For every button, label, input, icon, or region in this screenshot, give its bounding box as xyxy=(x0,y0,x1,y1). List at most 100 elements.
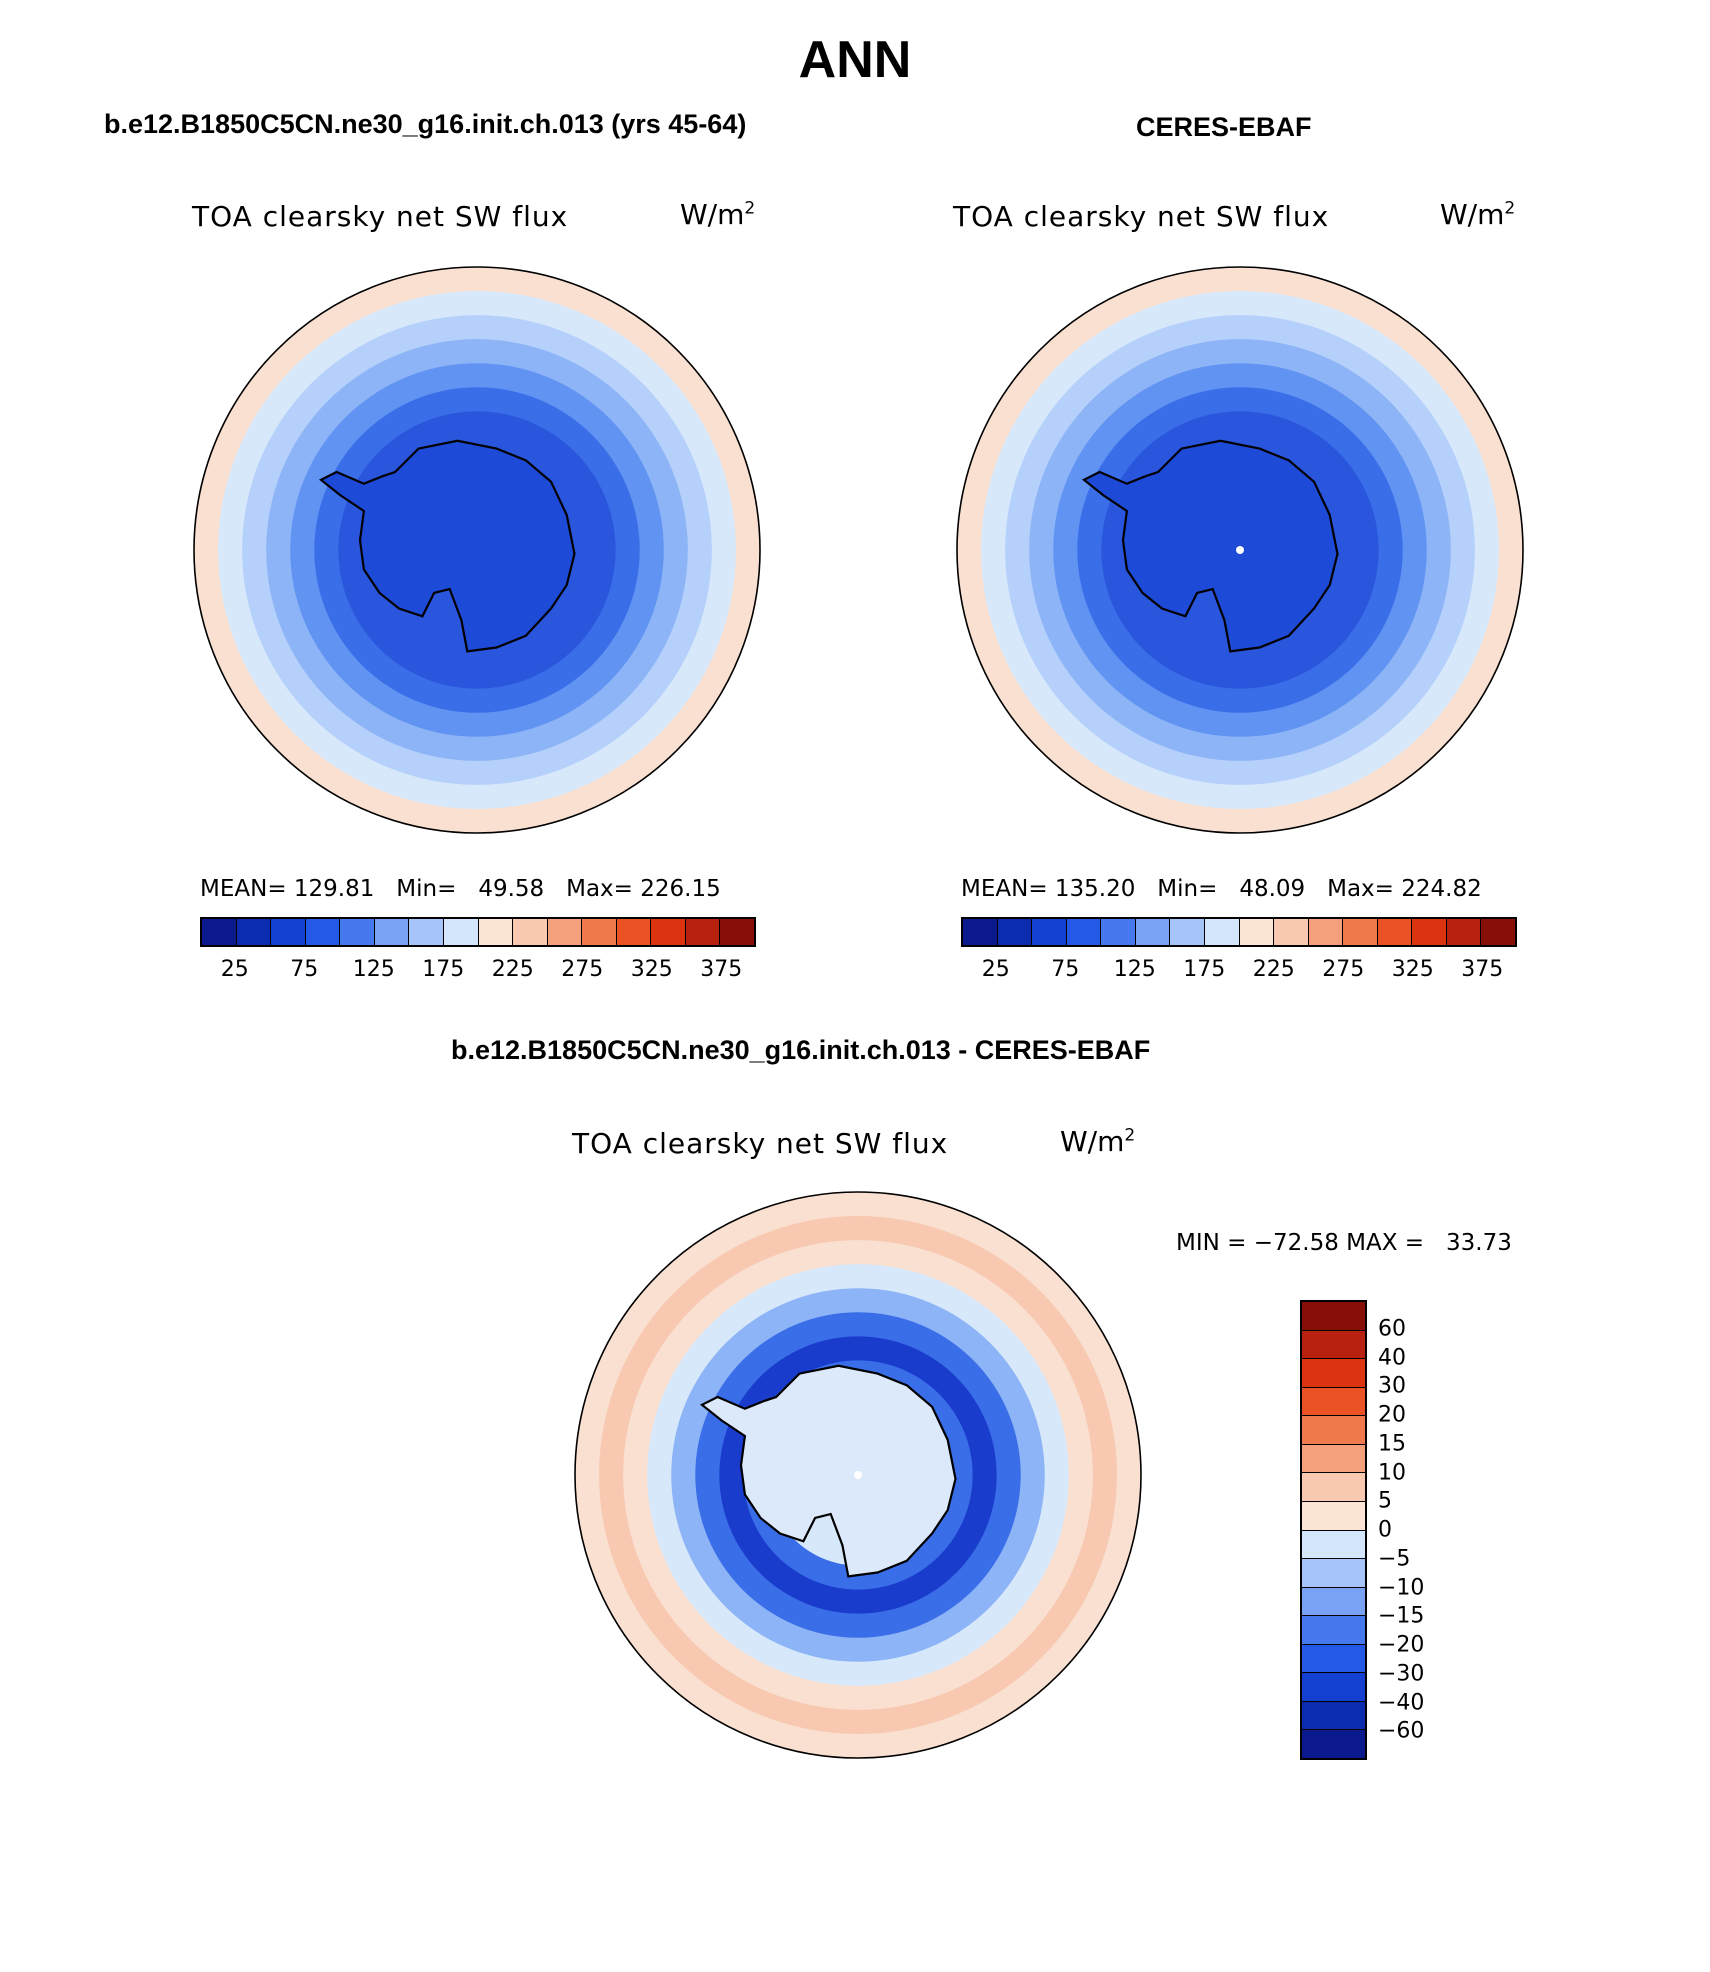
colorbar-swatch xyxy=(1101,919,1136,945)
colorbar-swatch xyxy=(409,919,444,945)
colorbar-swatch xyxy=(1302,1559,1365,1588)
colorbar-tick-label: 125 xyxy=(1113,957,1156,982)
colorbar-swatch xyxy=(1412,919,1447,945)
colorbar-swatch xyxy=(1274,919,1309,945)
map-boundary xyxy=(956,266,1524,834)
map-boundary xyxy=(574,1191,1142,1759)
diff-variable: TOA clearsky net SW flux xyxy=(572,1127,949,1160)
antarctica-coastline xyxy=(318,439,576,653)
colorbar-swatch xyxy=(1135,919,1171,945)
colorbar-swatch xyxy=(963,919,998,945)
colorbar-level-label: −60 xyxy=(1378,1718,1425,1744)
panel-2-case-title: CERES-EBAF xyxy=(1136,112,1312,142)
colorbar-swatch xyxy=(478,919,514,945)
colorbar-swatch xyxy=(202,919,237,945)
colorbar-swatch xyxy=(1308,919,1344,945)
colorbar-swatch xyxy=(1204,919,1240,945)
panel-2-variable: TOA clearsky net SW flux xyxy=(953,200,1330,233)
colorbar-swatch xyxy=(997,919,1033,945)
colorbar-swatch xyxy=(1302,1302,1365,1331)
colorbar-level-label: 20 xyxy=(1378,1402,1406,1428)
colorbar-swatch xyxy=(616,919,652,945)
colorbar-swatch xyxy=(651,919,686,945)
diff-minmax: MIN = −72.58 MAX = 33.73 xyxy=(1176,1230,1512,1256)
panel-1-variable: TOA clearsky net SW flux xyxy=(192,200,569,233)
colorbar-level-label: 0 xyxy=(1378,1517,1392,1543)
colorbar-tick-label: 75 xyxy=(1051,957,1080,982)
colorbar-swatch xyxy=(547,919,583,945)
colorbar-swatch xyxy=(582,919,617,945)
colorbar-swatch xyxy=(513,919,548,945)
colorbar-level-label: −30 xyxy=(1378,1661,1425,1687)
panel-1-units: W/m2 xyxy=(680,198,756,231)
antarctica-coastline xyxy=(699,1364,957,1578)
colorbar-swatch xyxy=(271,919,306,945)
colorbar-level-label: −15 xyxy=(1378,1603,1425,1629)
colorbar-swatch xyxy=(1302,1444,1365,1474)
colorbar-swatch xyxy=(1032,919,1067,945)
colorbar-swatch xyxy=(340,919,375,945)
colorbar-swatch xyxy=(305,919,341,945)
colorbar-swatch xyxy=(443,919,479,945)
colorbar-tick-label: 325 xyxy=(630,957,673,982)
colorbar-tick-label: 175 xyxy=(422,957,465,982)
colorbar-tick-label: 75 xyxy=(290,957,319,982)
colorbar-tick-label: 275 xyxy=(561,957,604,982)
colorbar-swatch xyxy=(1302,1416,1365,1445)
colorbar-level-label: 30 xyxy=(1378,1373,1406,1399)
colorbar-level-label: −10 xyxy=(1378,1575,1425,1600)
colorbar-swatch xyxy=(1302,1730,1365,1758)
pole-marker xyxy=(854,1471,862,1479)
colorbar-swatch xyxy=(1302,1616,1365,1645)
figure-title: ANN xyxy=(798,31,912,89)
diff-case-title: b.e12.B1850C5CN.ne30_g16.init.ch.013 - C… xyxy=(451,1035,1151,1065)
colorbar-tick-label: 375 xyxy=(700,957,743,982)
colorbar-level-label: 60 xyxy=(1378,1316,1406,1342)
colorbar-swatch xyxy=(1302,1673,1365,1702)
colorbar-level-label: −40 xyxy=(1378,1690,1425,1715)
colorbar-tick-label: 275 xyxy=(1322,957,1365,982)
colorbar-swatch xyxy=(685,919,721,945)
colorbar-swatch xyxy=(720,919,754,945)
map-boundary xyxy=(193,266,761,834)
colorbar-tick-label: 25 xyxy=(220,957,249,982)
panel-1-stats: MEAN= 129.81 Min= 49.58 Max= 226.15 xyxy=(200,876,721,902)
panel-1-polar-map xyxy=(193,266,761,834)
colorbar-swatch xyxy=(374,919,410,945)
diff-units: W/m2 xyxy=(1060,1125,1136,1158)
colorbar-swatch xyxy=(1170,919,1205,945)
colorbar-tick-label: 325 xyxy=(1391,957,1434,982)
colorbar-tick-label: 175 xyxy=(1183,957,1226,982)
panel-2-units: W/m2 xyxy=(1440,198,1516,231)
diff-colorbar xyxy=(1300,1300,1367,1760)
panel-2-colorbar xyxy=(961,917,1517,947)
colorbar-swatch xyxy=(1239,919,1275,945)
colorbar-level-label: −20 xyxy=(1378,1632,1425,1658)
colorbar-tick-label: 25 xyxy=(981,957,1010,982)
colorbar-level-label: −5 xyxy=(1378,1546,1411,1572)
colorbar-swatch xyxy=(1302,1330,1365,1360)
colorbar-swatch xyxy=(1302,1359,1365,1388)
colorbar-tick-label: 225 xyxy=(491,957,534,982)
colorbar-swatch xyxy=(1343,919,1378,945)
colorbar-level-label: 10 xyxy=(1378,1460,1406,1485)
panel-2-stats: MEAN= 135.20 Min= 48.09 Max= 224.82 xyxy=(961,876,1482,902)
colorbar-swatch xyxy=(1302,1473,1365,1502)
pole-marker xyxy=(1236,546,1244,554)
diff-polar-map xyxy=(574,1191,1142,1759)
colorbar-level-label: 5 xyxy=(1378,1488,1392,1514)
panel-1-case-title: b.e12.B1850C5CN.ne30_g16.init.ch.013 (yr… xyxy=(104,109,747,139)
colorbar-swatch xyxy=(1066,919,1102,945)
colorbar-swatch xyxy=(1302,1644,1365,1674)
colorbar-level-label: 40 xyxy=(1378,1345,1406,1370)
colorbar-swatch xyxy=(1302,1701,1365,1731)
antarctica-coastline xyxy=(1081,439,1339,653)
colorbar-swatch xyxy=(1302,1387,1365,1417)
colorbar-tick-label: 375 xyxy=(1461,957,1504,982)
colorbar-swatch xyxy=(1377,919,1413,945)
colorbar-tick-label: 225 xyxy=(1252,957,1295,982)
panel-2-polar-map xyxy=(956,266,1524,834)
colorbar-swatch xyxy=(236,919,272,945)
colorbar-tick-label: 125 xyxy=(352,957,395,982)
colorbar-swatch xyxy=(1446,919,1482,945)
